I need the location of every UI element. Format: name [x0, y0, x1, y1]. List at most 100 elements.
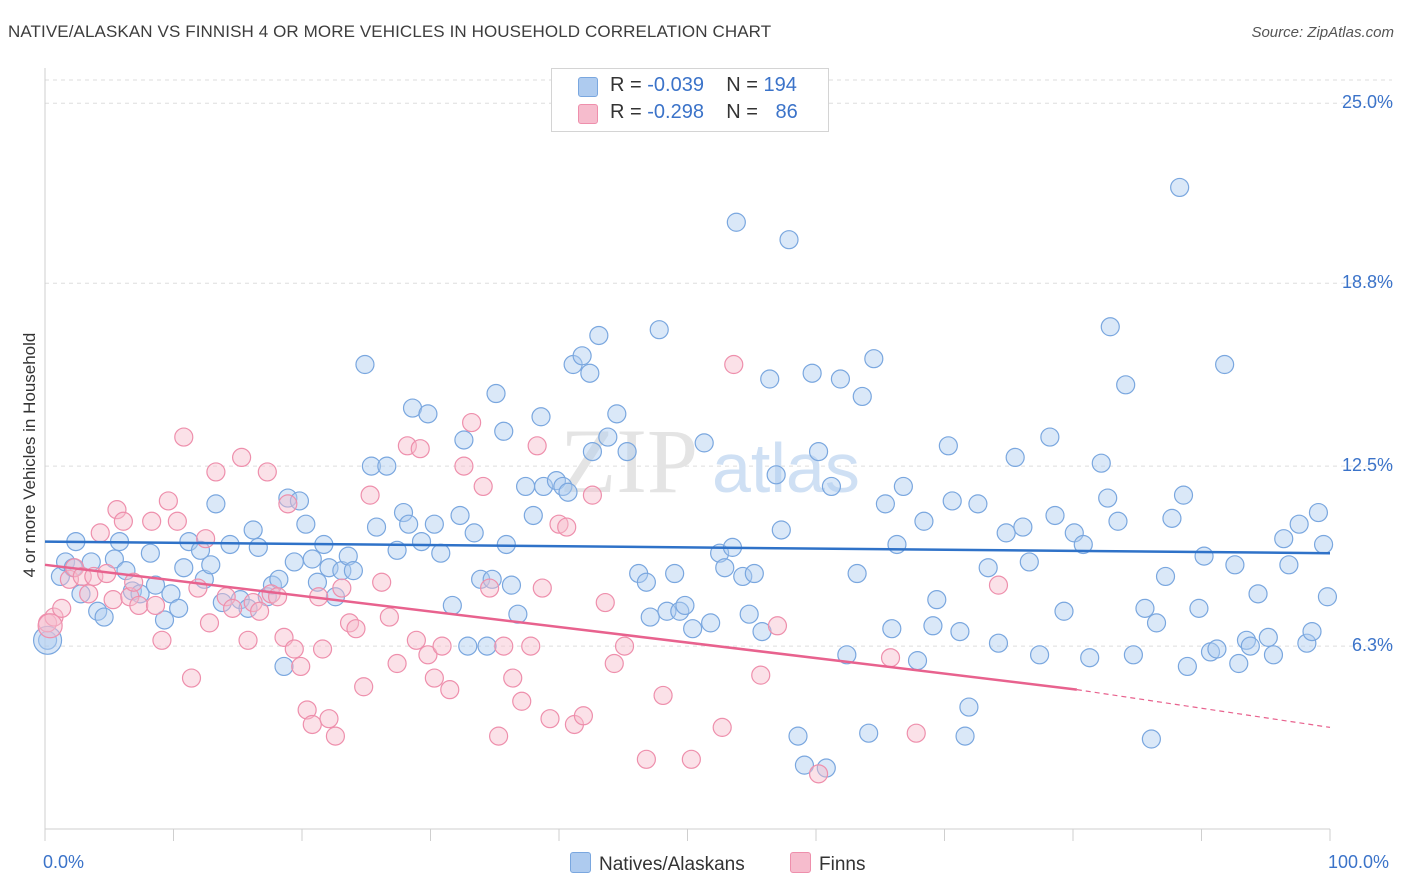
point-natives — [771, 520, 791, 540]
point-finns — [79, 584, 99, 604]
point-natives — [1274, 529, 1294, 549]
point-natives — [338, 546, 358, 566]
point-natives — [938, 436, 958, 456]
point-natives — [670, 601, 690, 621]
point-finns — [72, 566, 92, 587]
point-natives — [1225, 555, 1245, 575]
point-natives — [726, 212, 746, 232]
legend-n-label: N = — [726, 101, 758, 123]
point-natives — [284, 552, 304, 572]
point-natives — [477, 636, 497, 656]
point-natives — [959, 697, 979, 717]
legend-n-value: 194 — [763, 74, 797, 96]
point-finns — [312, 639, 333, 659]
point-natives — [779, 230, 799, 250]
point-finns — [988, 575, 1009, 595]
point-finns — [206, 462, 226, 482]
point-finns — [278, 494, 298, 514]
point-finns — [291, 656, 311, 677]
point-finns — [354, 677, 374, 697]
point-finns — [595, 592, 615, 613]
legend-r-label: R = — [610, 74, 642, 96]
point-finns — [521, 636, 541, 656]
point-finns — [880, 648, 901, 668]
source-label: Source: ZipAtlas.com — [1251, 24, 1394, 41]
point-finns — [462, 412, 482, 433]
point-natives — [1073, 534, 1093, 555]
point-natives — [289, 491, 310, 511]
point-natives — [238, 598, 258, 618]
legend-r-value: -0.298 — [647, 101, 704, 123]
point-natives — [431, 543, 451, 563]
point-natives — [675, 595, 695, 616]
legend-r-value: -0.039 — [647, 74, 704, 96]
point-natives — [140, 543, 160, 563]
bottom-legend-label-finns: Finns — [819, 854, 866, 875]
point-finns — [142, 511, 162, 531]
point-finns — [653, 685, 673, 706]
point-natives — [598, 427, 618, 447]
x-tick-label-max: 100.0% — [1328, 852, 1390, 872]
point-natives — [617, 441, 637, 462]
point-natives — [243, 520, 263, 540]
point-natives — [875, 494, 895, 514]
point-natives — [733, 566, 753, 587]
point-natives — [766, 465, 786, 485]
point-natives — [174, 558, 194, 578]
axes — [44, 68, 1331, 841]
point-natives — [355, 354, 375, 375]
point-natives — [494, 421, 514, 441]
point-natives — [582, 441, 603, 462]
bottom-legend-natives: Natives/Alaskans — [570, 852, 745, 876]
point-natives — [1040, 427, 1060, 447]
point-natives — [927, 590, 947, 610]
point-natives — [1248, 584, 1268, 604]
point-finns — [181, 668, 202, 688]
point-finns — [238, 630, 258, 650]
zipatlas-watermark: ZIP atlas — [560, 410, 860, 512]
series-finns — [37, 354, 1009, 784]
point-natives — [393, 502, 414, 523]
point-finns — [473, 476, 493, 497]
point-natives — [515, 476, 536, 497]
point-natives — [1054, 601, 1074, 621]
point-natives — [1263, 645, 1284, 665]
point-finns — [174, 427, 194, 447]
point-natives — [1297, 633, 1317, 653]
point-finns — [158, 491, 178, 511]
point-finns — [267, 587, 288, 607]
point-finns — [360, 485, 380, 505]
y-axis-label: 4 or more Vehicles in Household — [20, 332, 39, 578]
point-finns — [103, 590, 123, 610]
point-natives — [882, 619, 902, 639]
point-natives — [248, 537, 268, 557]
point-finns — [223, 598, 243, 618]
point-natives — [399, 514, 419, 534]
point-natives — [760, 369, 780, 389]
y-tick-label: 6.3% — [1351, 635, 1393, 656]
point-finns — [808, 764, 829, 784]
point-natives — [145, 575, 166, 595]
point-natives — [454, 430, 474, 450]
point-natives — [1091, 453, 1111, 473]
point-natives — [636, 572, 656, 592]
point-natives — [694, 433, 714, 453]
point-natives — [942, 491, 962, 511]
trend-line-natives — [44, 540, 1331, 555]
point-finns — [540, 709, 560, 729]
point-natives — [1173, 485, 1194, 505]
point-natives — [154, 610, 175, 630]
point-finns — [724, 354, 744, 375]
point-finns — [432, 636, 452, 656]
point-finns — [512, 691, 532, 711]
point-natives — [802, 363, 822, 383]
point-natives — [1177, 656, 1197, 677]
point-finns — [249, 601, 270, 621]
point-natives — [1229, 653, 1249, 674]
trend-line-finns — [44, 563, 1078, 691]
point-natives — [1240, 636, 1260, 656]
point-finns — [90, 523, 110, 543]
point-finns — [302, 714, 322, 735]
point-finns — [573, 706, 594, 726]
point-natives — [907, 651, 928, 671]
